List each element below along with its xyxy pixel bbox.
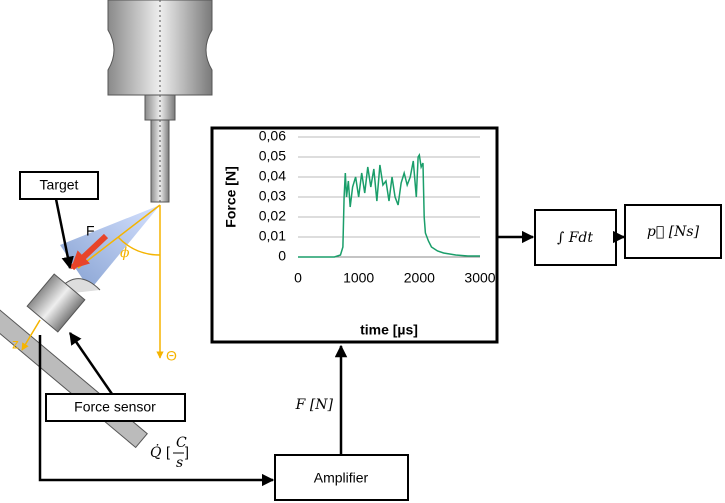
theta-label: Θ [166, 348, 177, 364]
charge-line [38, 335, 275, 487]
chart-box [210, 126, 499, 344]
plate [0, 304, 148, 449]
x-tick-label: 2000 [404, 270, 435, 286]
y-tick-label: 0,05 [259, 148, 286, 164]
force-signal-label: F [N] [295, 397, 334, 413]
target-axis [77, 204, 161, 269]
data-line [298, 152, 480, 258]
phi-arc [117, 236, 161, 256]
sensor-label: Force sensor [74, 399, 156, 415]
y-tick-label: 0,04 [259, 168, 286, 184]
sensor-box [45, 393, 186, 422]
integral-label: ∫ Fdt [557, 230, 593, 246]
x-tick-label: 0 [294, 270, 302, 286]
target-box [19, 171, 99, 200]
force-label: F [86, 223, 95, 239]
force-arrow [69, 233, 109, 271]
y-tick-label: 0,01 [259, 228, 286, 244]
z-axis [21, 319, 41, 351]
target-label: Target [40, 177, 79, 193]
spray-cone [60, 205, 160, 290]
charge-rate: Q̇ [150, 443, 162, 461]
y-tick-label: 0,02 [259, 208, 286, 224]
charge-den: s [176, 455, 183, 471]
phi-label: ϕ [120, 245, 130, 261]
y-tick-label: 0,03 [259, 188, 286, 204]
sensor-body [26, 273, 86, 333]
bracket: [ [166, 444, 170, 460]
target-pointer [54, 198, 74, 270]
x-axis-label: time [µs] [360, 322, 418, 338]
momentum-label: p⃗ [Ns] [647, 224, 700, 240]
momentum-box [624, 204, 722, 259]
charge-num: C [176, 435, 187, 451]
x-tick-label: 3000 [464, 270, 495, 286]
x-tick-label: 1000 [343, 270, 374, 286]
nozzle-body [107, 0, 213, 96]
y-tick-label: 0,06 [259, 128, 286, 144]
z-label: z [12, 336, 19, 352]
bracket: ] [185, 444, 189, 460]
y-axis-label: Force [N] [223, 166, 239, 227]
amplifier-box [274, 454, 409, 501]
amplifier-label: Amplifier [314, 470, 369, 486]
y-tick-label: 0 [278, 248, 286, 264]
sensor-pointer [68, 331, 114, 395]
